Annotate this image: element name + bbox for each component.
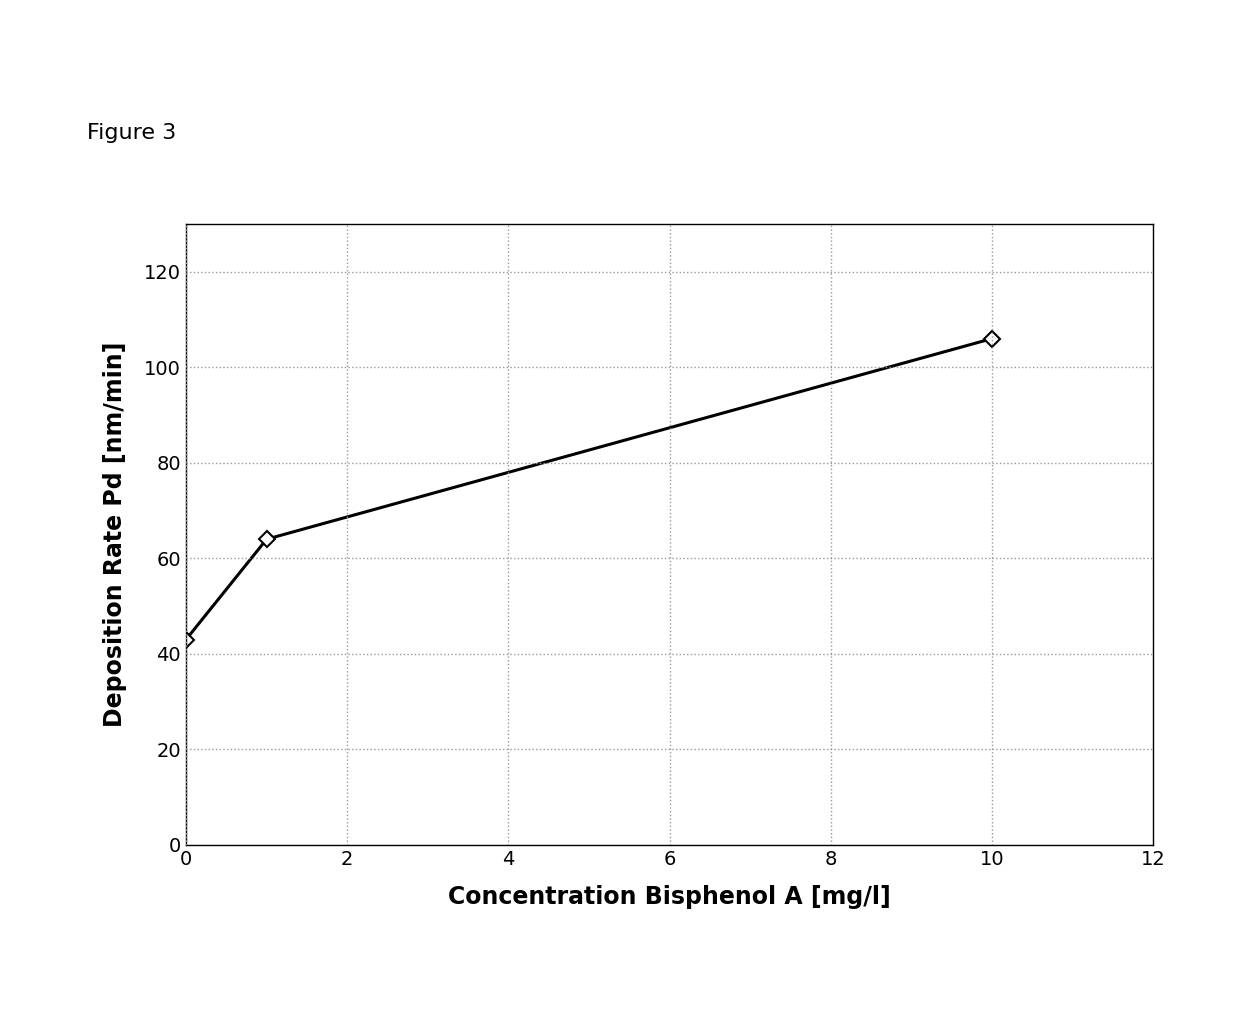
X-axis label: Concentration Bisphenol A [mg/l]: Concentration Bisphenol A [mg/l]: [448, 886, 892, 909]
Y-axis label: Deposition Rate Pd [nm/min]: Deposition Rate Pd [nm/min]: [103, 342, 128, 727]
Text: Figure 3: Figure 3: [87, 122, 176, 143]
